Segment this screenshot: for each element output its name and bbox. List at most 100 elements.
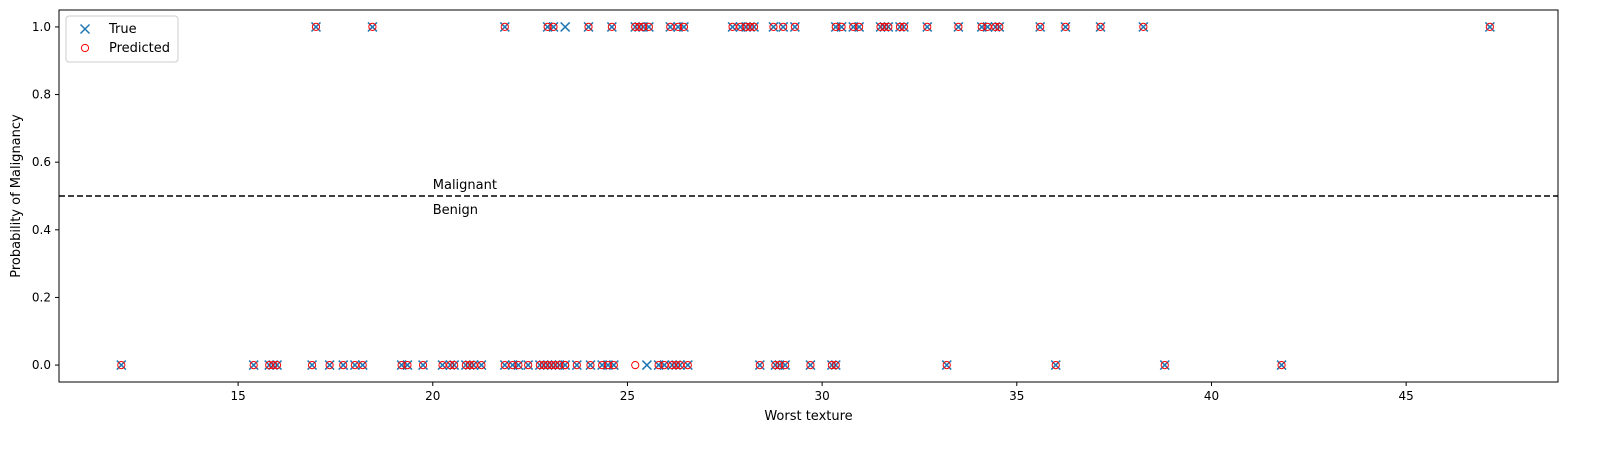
legend: True Predicted xyxy=(65,15,179,63)
true-point-63-stroke-b xyxy=(499,360,510,371)
predicted-point-20 xyxy=(779,22,788,32)
predicted-point-30 xyxy=(899,22,908,32)
predicted-point-26 xyxy=(876,22,885,32)
predicted-point-76 xyxy=(603,360,613,370)
predicted-point-43 xyxy=(249,360,258,370)
predicted-point-12 xyxy=(673,22,683,32)
true-point-22 xyxy=(789,21,800,32)
true-point-22-stroke-b xyxy=(789,21,800,32)
x-tick-label-25: 25 xyxy=(620,389,635,403)
true-point-40 xyxy=(1095,21,1106,32)
predicted-point-21 xyxy=(790,22,799,32)
predicted-point-40 xyxy=(1139,22,1148,32)
true-point-50-stroke-b xyxy=(338,360,349,371)
true-point-26 xyxy=(854,21,865,32)
true-point-86-stroke-b xyxy=(754,360,765,371)
true-point-24 xyxy=(836,21,847,32)
true-point-11 xyxy=(643,21,654,32)
predicted-point-50 xyxy=(350,360,360,370)
true-point-93-stroke-b xyxy=(941,360,952,371)
true-point-63 xyxy=(499,360,510,371)
predicted-point-49 xyxy=(339,360,348,370)
true-point-44 xyxy=(248,360,259,371)
predicted-point-15 xyxy=(736,22,745,32)
predicted-point-81 xyxy=(672,360,681,370)
true-point-75-stroke-b xyxy=(585,360,596,371)
x-tick-label-30: 30 xyxy=(814,389,829,403)
y-tick-label-0.4: 0.4 xyxy=(32,223,51,237)
true-point-1-stroke-b xyxy=(367,21,378,32)
true-point-66 xyxy=(523,360,534,371)
predicted-point-74 xyxy=(586,360,595,370)
predicted-point-2 xyxy=(500,22,509,32)
true-point-89-stroke-b xyxy=(780,360,791,371)
true-point-14 xyxy=(678,21,689,32)
legend-predicted-marker xyxy=(80,43,90,53)
true-point-93 xyxy=(941,360,952,371)
predicted-point-96 xyxy=(631,360,640,370)
y-axis: 0.0 0.2 0.4 0.6 0.8 1.0 xyxy=(32,20,59,372)
true-point-81 xyxy=(659,360,670,371)
x-axis: 15 20 25 30 35 40 45 xyxy=(230,382,1414,403)
legend-box xyxy=(65,15,179,63)
predicted-point-57 xyxy=(450,360,459,370)
predicted-point-38 xyxy=(1061,22,1070,32)
predicted-point-56 xyxy=(446,360,455,370)
legend-true-x-stroke-b xyxy=(79,23,91,35)
predicted-point-90 xyxy=(831,360,840,370)
legend-true-x xyxy=(79,23,91,35)
predicted-point-0 xyxy=(311,22,321,32)
true-point-50 xyxy=(338,360,349,371)
predicted-point-62 xyxy=(500,360,509,370)
predicted-point-93 xyxy=(1160,360,1169,370)
predicted-point-78 xyxy=(654,360,663,370)
true-point-52 xyxy=(357,360,368,371)
y-tick-label-0.6: 0.6 xyxy=(32,155,51,169)
predicted-point-32 xyxy=(954,22,963,32)
annotation-benign: Benign xyxy=(433,203,478,218)
predicted-point-73 xyxy=(572,360,581,370)
true-point-55 xyxy=(418,360,429,371)
true-point-66-stroke-b xyxy=(523,360,534,371)
predicted-point-33 xyxy=(977,22,986,32)
true-point-21-stroke-b xyxy=(778,21,789,32)
true-point-1 xyxy=(367,21,378,32)
predicted-point-64 xyxy=(514,360,523,370)
y-axis-label: Probability of Malignancy xyxy=(9,114,24,278)
true-point-86 xyxy=(754,360,765,371)
predicted-point-86 xyxy=(775,360,784,370)
true-point-90 xyxy=(805,360,816,371)
predicted-point-11 xyxy=(666,22,675,32)
predicted-point-8 xyxy=(635,22,644,32)
true-point-41 xyxy=(1138,21,1149,32)
true-point-94-stroke-b xyxy=(1050,360,1061,371)
true-point-96-stroke-b xyxy=(1276,360,1287,371)
true-point-38-stroke-b xyxy=(1035,21,1046,32)
predicted-point-5 xyxy=(584,22,593,32)
predicted-point-75 xyxy=(598,360,607,370)
true-point-54-stroke-b xyxy=(402,360,413,371)
predicted-point-22 xyxy=(831,22,840,32)
true-point-21 xyxy=(778,21,789,32)
predicted-point-39 xyxy=(1096,22,1105,32)
predicted-point-13 xyxy=(679,22,689,32)
predicted-point-80 xyxy=(668,360,677,370)
predicted-point-14 xyxy=(728,22,737,32)
predicted-point-55 xyxy=(438,360,447,370)
true-point-39-stroke-b xyxy=(1060,21,1071,32)
true-point-20 xyxy=(768,21,779,32)
predicted-point-77 xyxy=(609,360,618,370)
predicted-point-82 xyxy=(675,360,685,370)
true-point-35 xyxy=(982,21,993,32)
predicted-point-44 xyxy=(265,360,274,370)
predicted-point-3 xyxy=(543,22,552,32)
predicted-point-91 xyxy=(942,360,951,370)
predicted-point-71 xyxy=(555,360,564,370)
predicted-point-23 xyxy=(837,22,846,32)
predicted-point-85 xyxy=(771,360,780,370)
true-point-74 xyxy=(571,360,582,371)
legend-true-marker xyxy=(79,23,91,35)
predicted-point-89 xyxy=(827,360,836,370)
predicted-point-88 xyxy=(806,360,815,370)
